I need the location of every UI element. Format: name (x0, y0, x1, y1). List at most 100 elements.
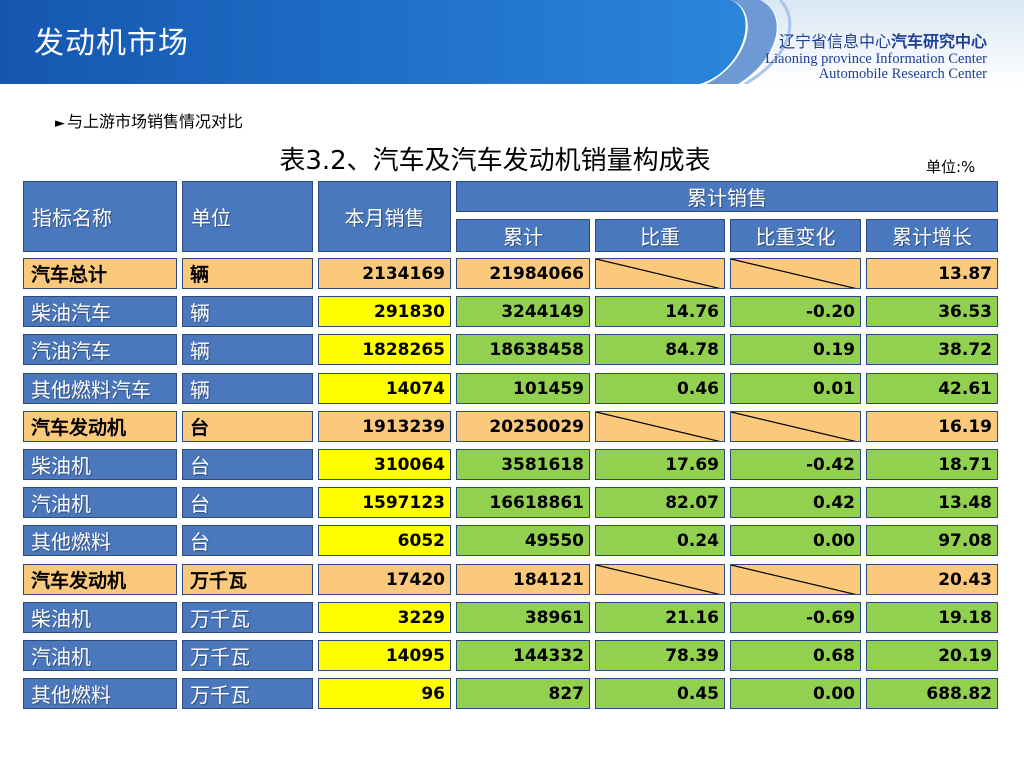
subheading-text: 与上游市场销售情况对比 (67, 112, 244, 131)
value-cell-cumulative: 16618861 (456, 487, 590, 518)
value-cell-growth: 19.18 (866, 602, 998, 633)
diagonal-line (596, 565, 721, 594)
value-cell-cumulative: 101459 (456, 373, 590, 404)
value-cell-change: 0.19 (730, 334, 861, 365)
row-unit-cell: 台 (182, 449, 313, 480)
value-cell-growth: 42.61 (866, 373, 998, 404)
value-cell-change: -0.69 (730, 602, 861, 633)
value-cell-cumulative: 38961 (456, 602, 590, 633)
row-unit-cell: 万千瓦 (182, 678, 313, 709)
col-header-unit: 单位 (182, 181, 313, 252)
value-cell-growth: 13.48 (866, 487, 998, 518)
logo-cn-part2: 汽车研究中心 (890, 32, 987, 51)
slide-title: 发动机市场 (34, 26, 189, 61)
row-name-cell: 汽油机 (23, 487, 177, 518)
row-unit-cell: 万千瓦 (182, 602, 313, 633)
value-cell-month: 2134169 (318, 258, 451, 289)
logo-en-line2: Automobile Research Center (818, 66, 987, 82)
subheading: ► 与上游市场销售情况对比 (55, 108, 243, 132)
value-cell-growth: 688.82 (866, 678, 998, 709)
value-cell-cumulative: 3244149 (456, 296, 590, 327)
diagonal-line (596, 412, 721, 441)
col-header-cumulative-group: 累计销售 (456, 181, 998, 212)
col-header-name: 指标名称 (23, 181, 177, 252)
empty-diagonal-cell (730, 564, 861, 595)
value-cell-month: 291830 (318, 296, 451, 327)
value-cell-growth: 20.43 (866, 564, 998, 595)
value-cell-change: 0.68 (730, 640, 861, 671)
empty-diagonal-cell (595, 564, 725, 595)
logo-en-line1: Liaoning province Information Center (765, 51, 987, 67)
value-cell-cumulative: 3581618 (456, 449, 590, 480)
col-header-share: 比重 (595, 219, 725, 252)
value-cell-cumulative: 144332 (456, 640, 590, 671)
value-cell-month: 1597123 (318, 487, 451, 518)
row-unit-cell: 万千瓦 (182, 640, 313, 671)
diagonal-line (731, 565, 857, 594)
value-cell-cumulative: 49550 (456, 525, 590, 556)
org-logo: 辽宁省信息中心汽车研究中心 Liaoning province Informat… (765, 32, 987, 82)
logo-cn-part1: 辽宁省信息中心 (778, 32, 891, 51)
value-cell-month: 6052 (318, 525, 451, 556)
value-cell-share: 0.46 (595, 373, 725, 404)
empty-diagonal-cell (730, 258, 861, 289)
diagonal-line (596, 259, 721, 288)
value-cell-cumulative: 184121 (456, 564, 590, 595)
empty-diagonal-cell (595, 411, 725, 442)
value-cell-growth: 13.87 (866, 258, 998, 289)
header-background (0, 0, 1024, 84)
value-cell-cumulative: 20250029 (456, 411, 590, 442)
value-cell-share: 0.24 (595, 525, 725, 556)
value-cell-share: 14.76 (595, 296, 725, 327)
empty-diagonal-cell (730, 411, 861, 442)
value-cell-share: 82.07 (595, 487, 725, 518)
value-cell-month: 1913239 (318, 411, 451, 442)
row-name-cell: 汽油机 (23, 640, 177, 671)
row-unit-cell: 台 (182, 487, 313, 518)
row-unit-cell: 万千瓦 (182, 564, 313, 595)
row-unit-cell: 辆 (182, 373, 313, 404)
row-name-cell: 其他燃料汽车 (23, 373, 177, 404)
value-cell-month: 96 (318, 678, 451, 709)
value-cell-growth: 38.72 (866, 334, 998, 365)
col-header-cumulative: 累计 (456, 219, 590, 252)
row-name-cell: 汽车发动机 (23, 564, 177, 595)
value-cell-month: 3229 (318, 602, 451, 633)
bullet-triangle-icon: ► (55, 116, 65, 131)
value-cell-month: 14074 (318, 373, 451, 404)
row-name-cell: 柴油机 (23, 602, 177, 633)
value-cell-change: -0.42 (730, 449, 861, 480)
value-cell-cumulative: 18638458 (456, 334, 590, 365)
row-unit-cell: 辆 (182, 296, 313, 327)
value-cell-month: 310064 (318, 449, 451, 480)
value-cell-share: 21.16 (595, 602, 725, 633)
value-cell-share: 0.45 (595, 678, 725, 709)
diagonal-line (731, 412, 857, 441)
value-cell-month: 1828265 (318, 334, 451, 365)
row-unit-cell: 辆 (182, 258, 313, 289)
value-cell-share: 84.78 (595, 334, 725, 365)
value-cell-month: 17420 (318, 564, 451, 595)
row-name-cell: 柴油机 (23, 449, 177, 480)
table-title: 表3.2、汽车及汽车发动机销量构成表 (279, 146, 711, 176)
row-name-cell: 柴油汽车 (23, 296, 177, 327)
value-cell-cumulative: 21984066 (456, 258, 590, 289)
row-unit-cell: 台 (182, 525, 313, 556)
value-cell-change: 0.00 (730, 525, 861, 556)
col-header-growth: 累计增长 (866, 219, 998, 252)
col-header-month: 本月销售 (318, 181, 451, 252)
header-band: 发动机市场 辽宁省信息中心汽车研究中心 Liaoning province In… (0, 0, 1024, 84)
value-cell-change: -0.20 (730, 296, 861, 327)
value-cell-change: 0.42 (730, 487, 861, 518)
row-unit-cell: 辆 (182, 334, 313, 365)
row-name-cell: 其他燃料 (23, 525, 177, 556)
unit-note: 单位:% (926, 158, 976, 176)
value-cell-share: 17.69 (595, 449, 725, 480)
row-name-cell: 汽车发动机 (23, 411, 177, 442)
value-cell-change: 0.00 (730, 678, 861, 709)
row-name-cell: 汽油汽车 (23, 334, 177, 365)
value-cell-change: 0.01 (730, 373, 861, 404)
row-name-cell: 其他燃料 (23, 678, 177, 709)
empty-diagonal-cell (595, 258, 725, 289)
diagonal-line (731, 259, 857, 288)
